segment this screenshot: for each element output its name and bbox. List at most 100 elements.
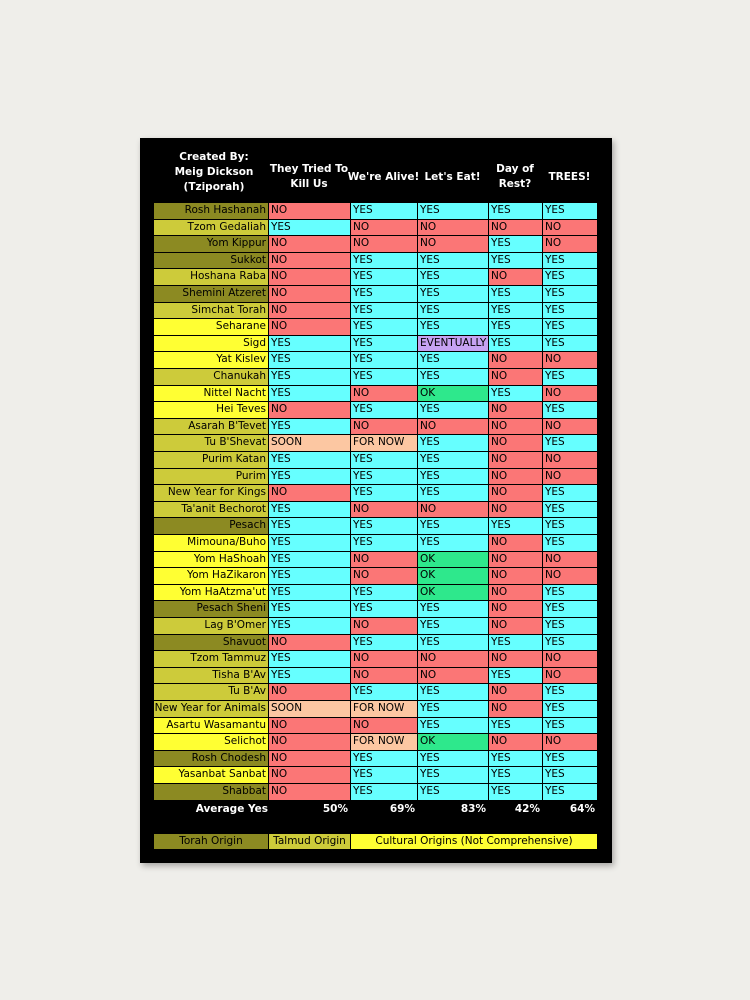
answer-cell: NO — [350, 550, 418, 569]
answer-cell: NO — [268, 251, 351, 270]
answer-cell: NO — [417, 417, 489, 436]
average-value: 42% — [514, 802, 540, 815]
answer-cell: OK — [417, 583, 489, 602]
holiday-name: Yom HaAtzma'ut — [153, 583, 269, 602]
answer-cell: YES — [268, 351, 351, 369]
column-header: They Tried To Kill Us — [269, 163, 349, 190]
answer-cell: YES — [488, 766, 543, 784]
answer-cell: YES — [542, 766, 598, 784]
answer-cell: YES — [542, 434, 598, 452]
holiday-name: Nittel Nacht — [153, 384, 269, 403]
holiday-name: Sukkot — [153, 251, 269, 270]
answer-cell: YES — [542, 783, 598, 801]
average-label: Average Yes — [195, 802, 268, 815]
answer-cell: YES — [542, 716, 598, 735]
holiday-name: Hoshana Raba — [153, 268, 269, 286]
answer-cell: NO — [268, 633, 351, 652]
answer-cell: NO — [542, 650, 598, 668]
answer-cell: YES — [350, 683, 418, 701]
answer-cell: YES — [488, 716, 543, 735]
answer-cell: YES — [268, 517, 351, 535]
legend-item: Cultural Origins (Not Comprehensive) — [350, 833, 598, 850]
answer-cell: YES — [417, 268, 489, 286]
legend-item: Torah Origin — [153, 833, 269, 850]
holiday-name: Chanukah — [153, 368, 269, 386]
holiday-name: Mimouna/Buho — [153, 534, 269, 552]
holiday-name: Shabbat — [153, 783, 269, 801]
answer-cell: YES — [350, 749, 418, 768]
holiday-name: New Year for Animals — [153, 700, 269, 718]
answer-cell: YES — [417, 517, 489, 535]
answer-cell: NO — [488, 451, 543, 469]
answer-cell: NO — [488, 401, 543, 419]
answer-cell: YES — [542, 368, 598, 386]
answer-cell: NO — [268, 235, 351, 253]
answer-cell: YES — [268, 467, 351, 486]
column-header: Day of Rest? — [496, 163, 534, 190]
answer-cell: NO — [268, 301, 351, 320]
answer-cell: YES — [350, 600, 418, 618]
answer-cell: YES — [417, 683, 489, 701]
answer-cell: OK — [417, 384, 489, 403]
answer-cell: YES — [268, 451, 351, 469]
answer-cell: NO — [488, 268, 543, 286]
answer-cell: NO — [542, 384, 598, 403]
answer-cell: YES — [268, 334, 351, 353]
holiday-name: Yom HaShoah — [153, 550, 269, 569]
answer-cell: NO — [350, 218, 418, 237]
answer-cell: YES — [350, 202, 418, 220]
holiday-name: Yom Kippur — [153, 235, 269, 253]
answer-cell: FOR NOW — [350, 733, 418, 751]
answer-cell: NO — [542, 467, 598, 486]
answer-cell: YES — [417, 401, 489, 419]
column-header: We're Alive! — [347, 170, 420, 183]
answer-cell: NO — [488, 534, 543, 552]
answer-cell: YES — [488, 235, 543, 253]
answer-cell: NO — [542, 550, 598, 569]
answer-cell: NO — [488, 218, 543, 237]
answer-cell: YES — [350, 517, 418, 535]
answer-cell: NO — [488, 650, 543, 668]
answer-cell: YES — [488, 633, 543, 652]
answer-cell: YES — [417, 368, 489, 386]
answer-cell: NO — [268, 285, 351, 303]
answer-cell: YES — [268, 567, 351, 585]
answer-cell: YES — [417, 700, 489, 718]
average-value: 64% — [569, 802, 595, 815]
answer-cell: YES — [488, 517, 543, 535]
answer-cell: NO — [488, 500, 543, 519]
answer-cell: YES — [417, 484, 489, 502]
answer-cell: NO — [350, 384, 418, 403]
answer-cell: YES — [488, 251, 543, 270]
holiday-name: Yasanbat Sanbat — [153, 766, 269, 784]
holiday-name: Tzom Tammuz — [153, 650, 269, 668]
answer-cell: SOON — [268, 434, 351, 452]
answer-cell: YES — [350, 368, 418, 386]
answer-cell: YES — [417, 351, 489, 369]
answer-cell: YES — [417, 617, 489, 635]
answer-cell: YES — [488, 318, 543, 336]
answer-cell: YES — [542, 318, 598, 336]
answer-cell: YES — [350, 766, 418, 784]
holiday-name: Hei Teves — [153, 401, 269, 419]
average-value: 69% — [389, 802, 415, 815]
holiday-name: Rosh Chodesh — [153, 749, 269, 768]
answer-cell: YES — [268, 650, 351, 668]
answer-cell: NO — [488, 484, 543, 502]
answer-cell: NO — [417, 235, 489, 253]
answer-cell: EVENTUALLY — [417, 334, 489, 353]
holiday-name: Purim — [153, 467, 269, 486]
answer-cell: NO — [268, 716, 351, 735]
answer-cell: YES — [268, 417, 351, 436]
answer-cell: YES — [417, 716, 489, 735]
answer-cell: NO — [488, 351, 543, 369]
answer-cell: YES — [350, 467, 418, 486]
answer-cell: YES — [542, 301, 598, 320]
answer-cell: YES — [268, 617, 351, 635]
answer-cell: NO — [350, 417, 418, 436]
answer-cell: YES — [542, 633, 598, 652]
answer-cell: YES — [417, 749, 489, 768]
answer-cell: YES — [542, 534, 598, 552]
answer-cell: NO — [268, 318, 351, 336]
answer-cell: YES — [542, 484, 598, 502]
